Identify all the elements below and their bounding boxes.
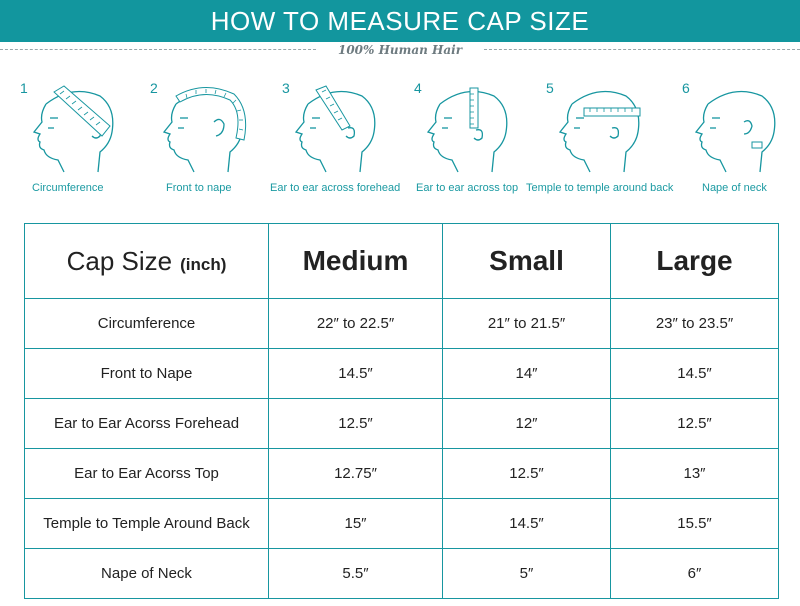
head-ear-forehead-icon (294, 85, 376, 173)
table-row: Nape of Neck 5.5″ 5″ 6″ (24, 548, 779, 599)
row-label: Ear to Ear Acorss Forehead (24, 398, 269, 449)
cell-large: 14.5″ (610, 348, 779, 399)
tagline: 100% Human Hair (337, 43, 463, 57)
cell-medium: 14.5″ (268, 348, 443, 399)
step-number: 2 (150, 80, 158, 96)
tagline-row: 100% Human Hair (0, 42, 800, 58)
head-ear-top-icon (426, 87, 508, 173)
step-number: 3 (282, 80, 290, 96)
cell-medium: 22″ to 22.5″ (268, 298, 443, 349)
column-large: Large (610, 223, 779, 299)
step-number: 1 (20, 80, 28, 96)
step-caption: Ear to ear across forehead (270, 182, 401, 194)
table-header-row: Cap Size (inch) Medium Small Large (24, 223, 779, 299)
cell-small: 14″ (442, 348, 611, 399)
step-number: 5 (546, 80, 554, 96)
tagline-divider-left (0, 49, 316, 51)
step-number: 6 (682, 80, 690, 96)
head-front-to-nape-icon (162, 87, 247, 173)
step-ear-across-forehead: 3 Ear to ear across forehead (270, 78, 412, 198)
column-small: Small (442, 223, 611, 299)
cell-small: 5″ (442, 548, 611, 599)
title-banner: HOW TO MEASURE CAP SIZE (0, 0, 800, 42)
row-label: Front to Nape (24, 348, 269, 399)
cell-large: 23″ to 23.5″ (610, 298, 779, 349)
row-label: Ear to Ear Acorss Top (24, 448, 269, 499)
step-temple-around-back: 5 Temple to temple around back (526, 78, 676, 198)
table-row: Ear to Ear Acorss Top 12.75″ 12.5″ 13″ (24, 448, 779, 499)
step-caption: Ear to ear across top (416, 182, 519, 194)
cap-size-table: Cap Size (inch) Medium Small Large Circum… (24, 223, 779, 599)
cell-medium: 15″ (268, 498, 443, 549)
cell-medium: 5.5″ (268, 548, 443, 599)
cell-small: 14.5″ (442, 498, 611, 549)
step-caption: Front to nape (166, 182, 232, 194)
head-circumference-icon (32, 85, 114, 173)
step-caption: Temple to temple around back (526, 182, 674, 194)
cell-small: 12.5″ (442, 448, 611, 499)
head-temple-back-icon (558, 90, 641, 173)
column-medium: Medium (268, 223, 443, 299)
cell-large: 6″ (610, 548, 779, 599)
step-caption: Circumference (32, 182, 104, 194)
cell-medium: 12.5″ (268, 398, 443, 449)
step-nape-of-neck: 6 Nape of neck (682, 78, 800, 198)
tagline-divider-right (484, 49, 800, 51)
step-caption: Nape of neck (702, 182, 767, 194)
cell-small: 12″ (442, 398, 611, 449)
table-row: Temple to Temple Around Back 15″ 14.5″ 1… (24, 498, 779, 549)
table-row: Ear to Ear Acorss Forehead 12.5″ 12″ 12.… (24, 398, 779, 449)
cell-large: 12.5″ (610, 398, 779, 449)
row-label: Nape of Neck (24, 548, 269, 599)
cell-large: 13″ (610, 448, 779, 499)
cell-large: 15.5″ (610, 498, 779, 549)
row-label: Circumference (24, 298, 269, 349)
row-label: Temple to Temple Around Back (24, 498, 269, 549)
step-circumference: 1 Circumference (20, 78, 150, 198)
cell-small: 21″ to 21.5″ (442, 298, 611, 349)
step-ear-across-top: 4 Ear to ear across top (414, 78, 544, 198)
table-row: Circumference 22″ to 22.5″ 21″ to 21.5″ … (24, 298, 779, 349)
cap-size-header: Cap Size (inch) (24, 223, 269, 299)
head-nape-neck-icon (694, 90, 776, 173)
cap-size-label: Cap Size (66, 245, 173, 276)
step-number: 4 (414, 80, 422, 96)
step-front-to-nape: 2 Front to nape (150, 78, 280, 198)
table-row: Front to Nape 14.5″ 14″ 14.5″ (24, 348, 779, 399)
unit-label: (inch) (180, 254, 227, 274)
cell-medium: 12.75″ (268, 448, 443, 499)
page-title: HOW TO MEASURE CAP SIZE (210, 6, 590, 36)
